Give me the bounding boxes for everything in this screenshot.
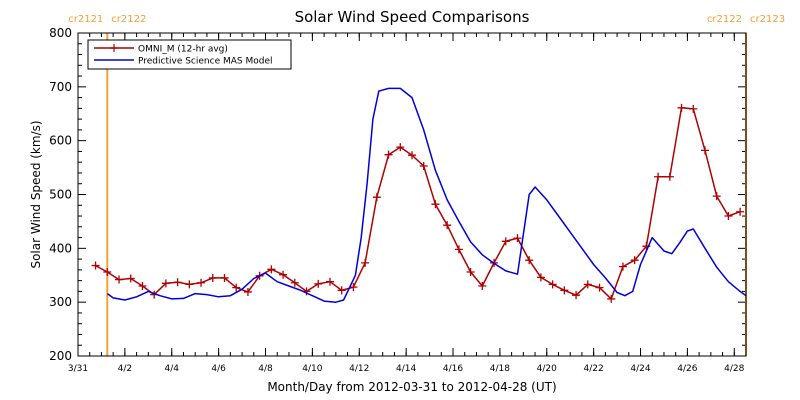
- carrington-label-right: cr2122: [111, 14, 146, 25]
- data-point: [560, 286, 569, 295]
- data-point: [138, 282, 147, 291]
- data-point: [677, 103, 686, 112]
- data-point: [478, 282, 487, 291]
- data-point: [419, 161, 428, 170]
- x-tick-label: 3/31: [68, 364, 88, 374]
- y-axis-label: Solar Wind Speed (km/s): [29, 120, 43, 268]
- data-point: [361, 258, 370, 267]
- data-point: [501, 237, 510, 246]
- x-tick-label: 4/2: [118, 364, 132, 374]
- data-point: [279, 270, 288, 279]
- data-point: [396, 143, 405, 152]
- data-point: [243, 287, 252, 296]
- data-point: [607, 294, 616, 303]
- plot-frame: [77, 32, 747, 357]
- data-point: [689, 104, 698, 113]
- x-tick-label: 4/4: [165, 364, 180, 374]
- data-point: [91, 261, 100, 270]
- x-tick-label: 4/26: [677, 364, 697, 374]
- data-point: [232, 283, 241, 292]
- legend-box: [87, 39, 292, 70]
- data-point: [443, 221, 452, 230]
- data-point: [583, 280, 592, 289]
- y-tick-label: 800: [49, 26, 72, 40]
- data-point: [408, 151, 416, 160]
- data-point: [314, 279, 323, 288]
- data-point: [325, 277, 334, 286]
- data-point: [431, 200, 440, 209]
- data-point: [513, 234, 522, 243]
- legend: OMNI_M (12-hr avg) Predictive Science MAS…: [87, 39, 292, 70]
- legend-entry: Predictive Science MAS Model: [138, 57, 273, 67]
- data-point: [700, 146, 709, 155]
- x-tick-label: 4/14: [396, 364, 416, 374]
- x-tick-label: 4/6: [211, 364, 226, 374]
- y-tick-label: 500: [49, 188, 72, 202]
- data-point: [197, 278, 206, 287]
- x-tick-label: 4/12: [349, 364, 369, 374]
- x-tick-label: 4/28: [724, 364, 744, 374]
- x-tick-label: 4/8: [258, 364, 273, 374]
- x-tick-label: 4/16: [443, 364, 463, 374]
- data-point: [337, 286, 346, 295]
- data-point: [572, 291, 581, 300]
- data-point: [466, 268, 475, 277]
- data-point: [548, 280, 557, 289]
- data-point: [736, 207, 745, 216]
- y-tick-label: 700: [49, 80, 72, 94]
- data-point: [454, 245, 463, 254]
- data-point: [220, 273, 229, 282]
- x-tick-label: 4/18: [490, 364, 510, 374]
- data-point: [525, 256, 534, 265]
- data-point: [126, 274, 135, 283]
- x-tick-label: 4/22: [584, 364, 604, 374]
- data-point: [115, 275, 124, 284]
- data-point: [630, 256, 639, 265]
- chart-title: Solar Wind Speed Comparisons: [295, 8, 530, 26]
- carrington-label-right: cr2123: [750, 14, 785, 25]
- y-tick-label: 400: [49, 241, 72, 255]
- data-point: [665, 172, 674, 181]
- axes: 200 300 400 500 600 700 800 3/31 4/2 4/4 4/6 4/8 4/1…: [49, 26, 747, 374]
- data-point: [349, 283, 358, 292]
- data-point: [173, 278, 182, 287]
- data-point: [290, 278, 299, 287]
- x-tick-label: 4/24: [630, 364, 650, 374]
- carrington-label-left: cr2121: [68, 14, 103, 25]
- data-point: [208, 273, 217, 282]
- x-axis-label: Month/Day from 2012-03-31 to 2012-04-28 …: [267, 380, 556, 394]
- data-point: [161, 279, 170, 288]
- data-point: [103, 268, 112, 277]
- y-tick-label: 200: [49, 349, 72, 363]
- y-tick-label: 300: [49, 295, 72, 309]
- x-tick-label: 4/10: [302, 364, 322, 374]
- series-layer: [91, 87, 747, 303]
- data-point: [712, 192, 721, 201]
- legend-entry: OMNI_M (12-hr avg): [138, 45, 228, 55]
- data-point: [372, 193, 381, 202]
- data-point: [536, 273, 545, 282]
- legend-marker: [110, 44, 118, 52]
- data-point: [595, 283, 604, 292]
- series-line: [95, 107, 741, 300]
- data-point: [724, 212, 733, 221]
- y-tick-label: 600: [49, 134, 72, 148]
- series-line: [106, 87, 747, 303]
- data-point: [618, 262, 627, 271]
- carrington-label-left: cr2122: [707, 14, 742, 25]
- data-point: [654, 172, 663, 181]
- data-point: [185, 280, 194, 289]
- x-tick-label: 4/20: [537, 364, 557, 374]
- data-point: [384, 150, 393, 159]
- data-point: [267, 265, 276, 274]
